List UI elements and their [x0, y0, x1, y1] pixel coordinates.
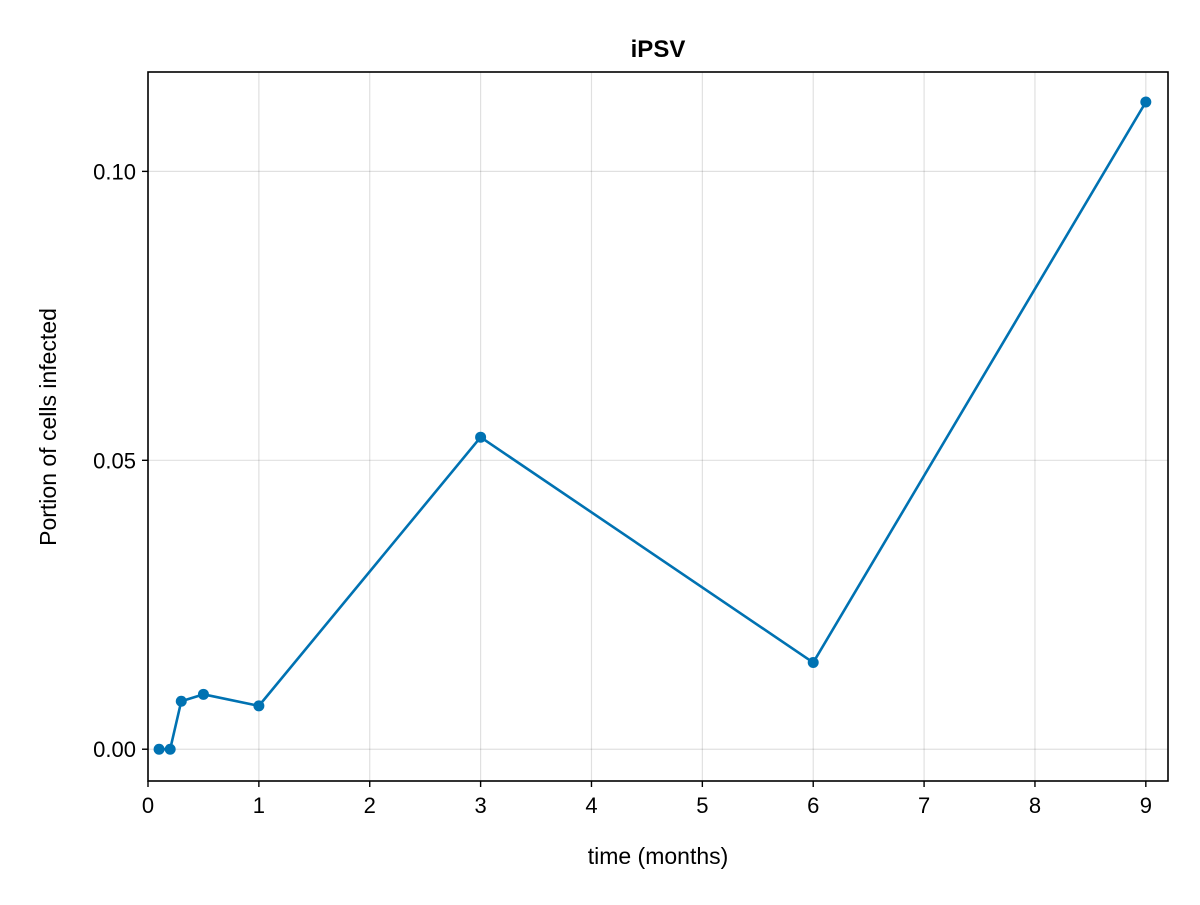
x-tick-label: 6	[807, 793, 819, 818]
y-tick-label: 0.00	[93, 737, 136, 762]
x-tick-label: 8	[1029, 793, 1041, 818]
y-axis-label: Portion of cells infected	[35, 308, 61, 546]
chart-title: iPSV	[631, 36, 686, 63]
data-point	[475, 431, 487, 443]
x-tick-label: 1	[253, 793, 265, 818]
x-tick-label: 5	[696, 793, 708, 818]
series-line	[159, 101, 1147, 751]
y-tick-label: 0.05	[93, 448, 136, 473]
series-layer	[153, 96, 1152, 755]
data-point	[164, 743, 176, 755]
x-tick-label: 0	[142, 793, 154, 818]
data-point	[197, 688, 209, 700]
x-tick-label: 3	[474, 793, 486, 818]
x-axis-label: time (months)	[588, 843, 729, 869]
data-point	[807, 657, 819, 669]
data-point	[153, 743, 165, 755]
data-point	[175, 695, 187, 707]
plot-area-frame	[147, 71, 1169, 782]
y-tick-label: 0.10	[93, 159, 136, 184]
data-point	[1140, 96, 1152, 108]
axis-ticks: 0 1 2 3 4 5 6 7 8 9 0.00 0.05 0.10	[93, 159, 1152, 818]
data-point	[253, 700, 265, 712]
x-tick-label: 9	[1140, 793, 1152, 818]
x-tick-label: 4	[585, 793, 597, 818]
x-tick-label: 2	[364, 793, 376, 818]
x-tick-label: 7	[918, 793, 930, 818]
grid-lines	[147, 72, 1168, 781]
